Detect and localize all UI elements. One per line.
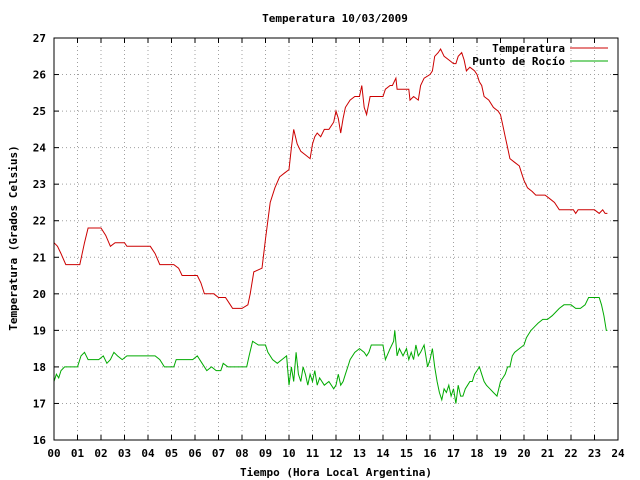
y-tick-label: 18 bbox=[33, 361, 46, 374]
y-tick-label: 19 bbox=[33, 324, 46, 337]
y-tick-label: 25 bbox=[33, 105, 46, 118]
x-tick-label: 15 bbox=[400, 447, 413, 460]
x-tick-label: 10 bbox=[282, 447, 295, 460]
x-tick-label: 07 bbox=[212, 447, 225, 460]
x-tick-label: 01 bbox=[71, 447, 85, 460]
x-tick-label: 16 bbox=[423, 447, 437, 460]
y-tick-label: 23 bbox=[33, 178, 46, 191]
x-tick-label: 20 bbox=[517, 447, 530, 460]
x-tick-label: 14 bbox=[376, 447, 390, 460]
y-tick-label: 27 bbox=[33, 32, 46, 45]
y-tick-label: 24 bbox=[33, 142, 47, 155]
x-tick-label: 23 bbox=[588, 447, 601, 460]
x-tick-label: 17 bbox=[447, 447, 460, 460]
series-line-temperatura bbox=[53, 47, 608, 309]
x-tick-label: 21 bbox=[541, 447, 555, 460]
series-line-punto-de-rocio bbox=[53, 297, 608, 404]
x-tick-label: 19 bbox=[494, 447, 507, 460]
y-axis-label: Temperatura (Grados Celsius) bbox=[7, 145, 20, 330]
legend: Temperatura Punto de Rocío bbox=[472, 42, 608, 68]
y-tick-label: 16 bbox=[33, 434, 47, 447]
x-tick-label: 05 bbox=[165, 447, 178, 460]
y-tick-label: 21 bbox=[33, 251, 47, 264]
x-tick-label: 04 bbox=[141, 447, 155, 460]
y-tick-label: 17 bbox=[33, 397, 46, 410]
x-tick-label: 11 bbox=[306, 447, 320, 460]
x-tick-label: 22 bbox=[564, 447, 577, 460]
x-tick-label: 06 bbox=[188, 447, 202, 460]
tick-labels: 00 01 02 03 04 05 06 07 08 09 10 11 12 13 14 15 16 17 18 19… bbox=[33, 32, 625, 460]
axis-ticks bbox=[53, 37, 619, 441]
x-axis-label: Tiempo (Hora Local Argentina) bbox=[240, 466, 432, 479]
chart-title: Temperatura 10/03/2009 bbox=[262, 12, 408, 25]
x-tick-label: 08 bbox=[235, 447, 248, 460]
x-tick-label: 00 bbox=[47, 447, 60, 460]
legend-label-temperatura: Temperatura bbox=[492, 42, 565, 55]
x-tick-label: 12 bbox=[329, 447, 342, 460]
x-tick-label: 24 bbox=[611, 447, 625, 460]
y-tick-label: 20 bbox=[33, 288, 46, 301]
x-tick-label: 09 bbox=[259, 447, 272, 460]
grid bbox=[54, 38, 618, 440]
legend-label-punto-de-rocio: Punto de Rocío bbox=[472, 55, 565, 68]
x-tick-label: 02 bbox=[94, 447, 107, 460]
y-tick-label: 22 bbox=[33, 215, 46, 228]
y-tick-label: 26 bbox=[33, 69, 47, 82]
x-tick-label: 03 bbox=[118, 447, 131, 460]
series-layer bbox=[53, 47, 608, 404]
x-tick-label: 18 bbox=[470, 447, 483, 460]
x-tick-label: 13 bbox=[353, 447, 366, 460]
